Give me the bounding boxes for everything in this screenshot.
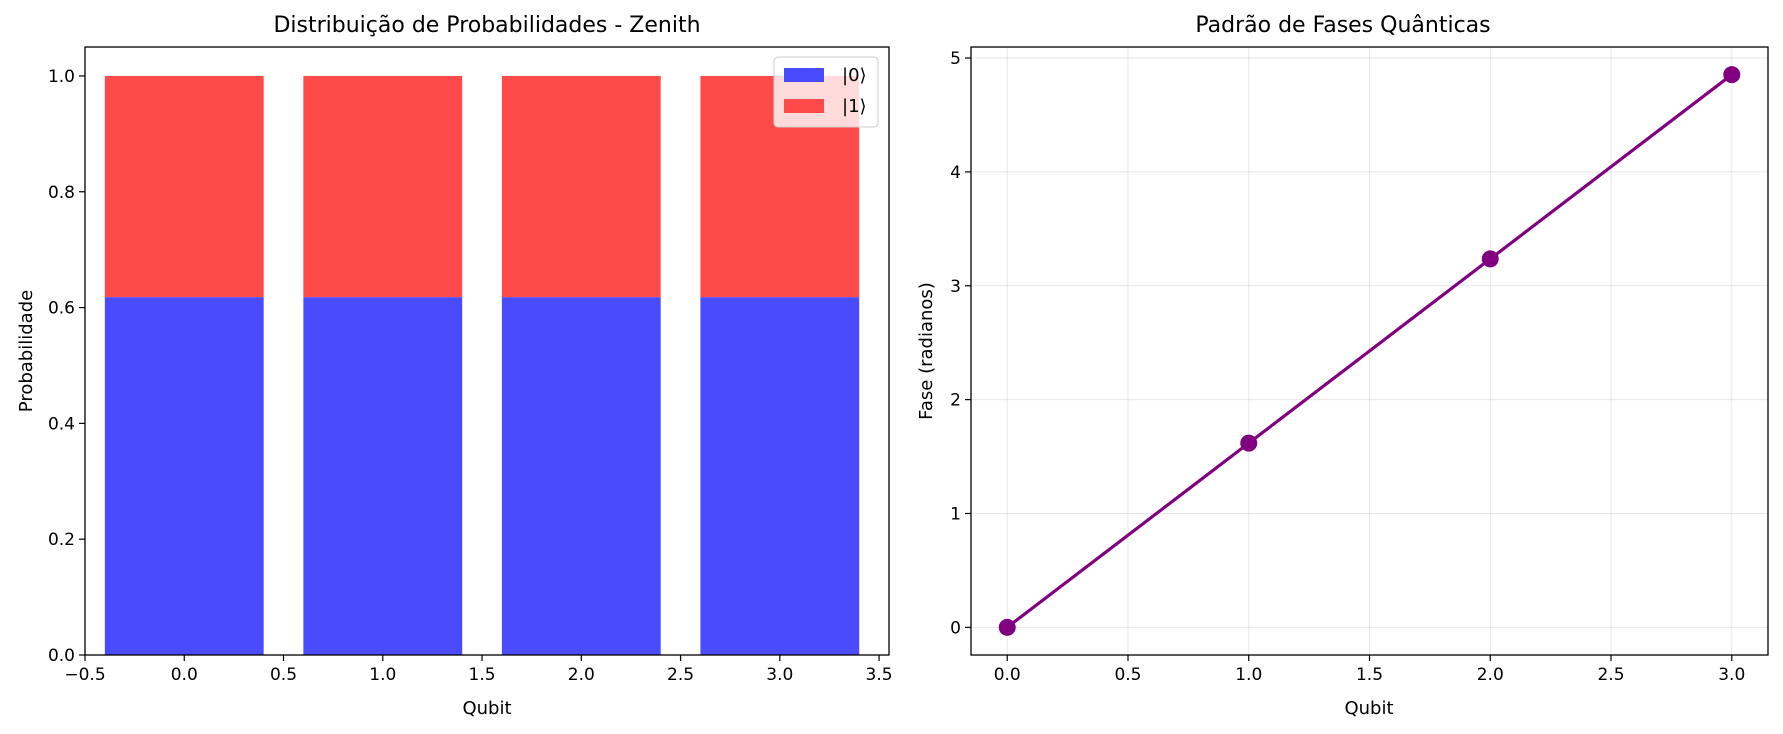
legend-swatch-0 xyxy=(784,68,824,82)
x-tick-label: 3.0 xyxy=(766,665,793,685)
chart-title: Padrão de Fases Quânticas xyxy=(1195,13,1490,38)
legend: |0⟩ |1⟩ xyxy=(773,56,879,128)
y-tick-label: 0.8 xyxy=(48,183,75,203)
data-point-q0 xyxy=(998,618,1016,636)
bar-q0-s1 xyxy=(104,75,264,298)
x-ticks: 0.0 0.5 1.0 1.5 2.0 2.5 3.0 xyxy=(994,655,1745,685)
x-tick-label: 2.5 xyxy=(1597,665,1624,685)
bar-q1-s1 xyxy=(303,75,463,298)
bar-q2-s1 xyxy=(501,75,661,298)
x-tick-label: 0.5 xyxy=(1114,665,1141,685)
x-tick-label: 3.5 xyxy=(866,665,893,685)
x-ticks: −0.5 0.0 0.5 1.0 1.5 2.0 2.5 3.0 3.5 xyxy=(64,655,893,685)
legend-swatch-1 xyxy=(784,99,824,113)
series-group xyxy=(998,66,1741,636)
x-tick-label: 0.0 xyxy=(171,665,198,685)
x-tick-label: 1.5 xyxy=(469,665,496,685)
y-tick-label: 1 xyxy=(950,504,961,524)
x-tick-label: 1.0 xyxy=(369,665,396,685)
x-axis-label: Qubit xyxy=(1344,698,1393,719)
y-tick-label: 0.4 xyxy=(48,414,75,434)
bar-q1-s0 xyxy=(303,297,463,655)
x-tick-label: −0.5 xyxy=(64,665,105,685)
y-tick-label: 3 xyxy=(950,277,961,297)
legend-label-1: |1⟩ xyxy=(842,96,867,117)
plot-frame xyxy=(970,46,1769,656)
x-tick-label: 2.0 xyxy=(1477,665,1504,685)
y-ticks: 0.0 0.2 0.4 0.6 0.8 1.0 xyxy=(48,67,85,666)
y-tick-label: 0 xyxy=(950,618,961,638)
x-tick-label: 0.5 xyxy=(270,665,297,685)
plot-frame xyxy=(84,46,890,656)
y-tick-label: 1.0 xyxy=(48,67,75,87)
y-tick-label: 0.2 xyxy=(48,530,75,550)
y-axis-label: Fase (radianos) xyxy=(916,282,937,420)
x-tick-label: 2.5 xyxy=(667,665,694,685)
data-point-q2 xyxy=(1481,250,1499,268)
data-point-q1 xyxy=(1240,434,1258,452)
bar-q3-s0 xyxy=(700,297,860,655)
phase-chart: Padrão de Fases Quânticas 0.0 0.5 1.0 1.5 2.… xyxy=(916,13,1769,719)
x-tick-label: 1.0 xyxy=(1235,665,1262,685)
bar-q0-s0 xyxy=(104,297,264,655)
x-tick-label: 1.5 xyxy=(1356,665,1383,685)
probability-chart: Distribuição de Probabilidades - Zenith … xyxy=(16,13,893,719)
x-tick-label: 0.0 xyxy=(994,665,1021,685)
x-axis-label: Qubit xyxy=(462,698,511,719)
legend-label-0: |0⟩ xyxy=(842,65,867,86)
x-tick-label: 3.0 xyxy=(1718,665,1745,685)
bar-q2-s0 xyxy=(501,297,661,655)
x-tick-label: 2.0 xyxy=(568,665,595,685)
y-axis-label: Probabilidade xyxy=(16,290,37,412)
grid xyxy=(971,47,1768,655)
chart-title: Distribuição de Probabilidades - Zenith xyxy=(273,13,700,38)
series-line xyxy=(1006,73,1733,629)
bars-group xyxy=(104,75,860,655)
y-tick-label: 2 xyxy=(950,391,961,411)
y-tick-label: 4 xyxy=(950,163,961,183)
y-tick-label: 0.0 xyxy=(48,646,75,666)
y-tick-label: 0.6 xyxy=(48,299,75,319)
y-tick-label: 5 xyxy=(950,49,961,69)
y-ticks: 0 1 2 3 4 5 xyxy=(950,49,971,638)
data-point-q3 xyxy=(1723,66,1741,84)
